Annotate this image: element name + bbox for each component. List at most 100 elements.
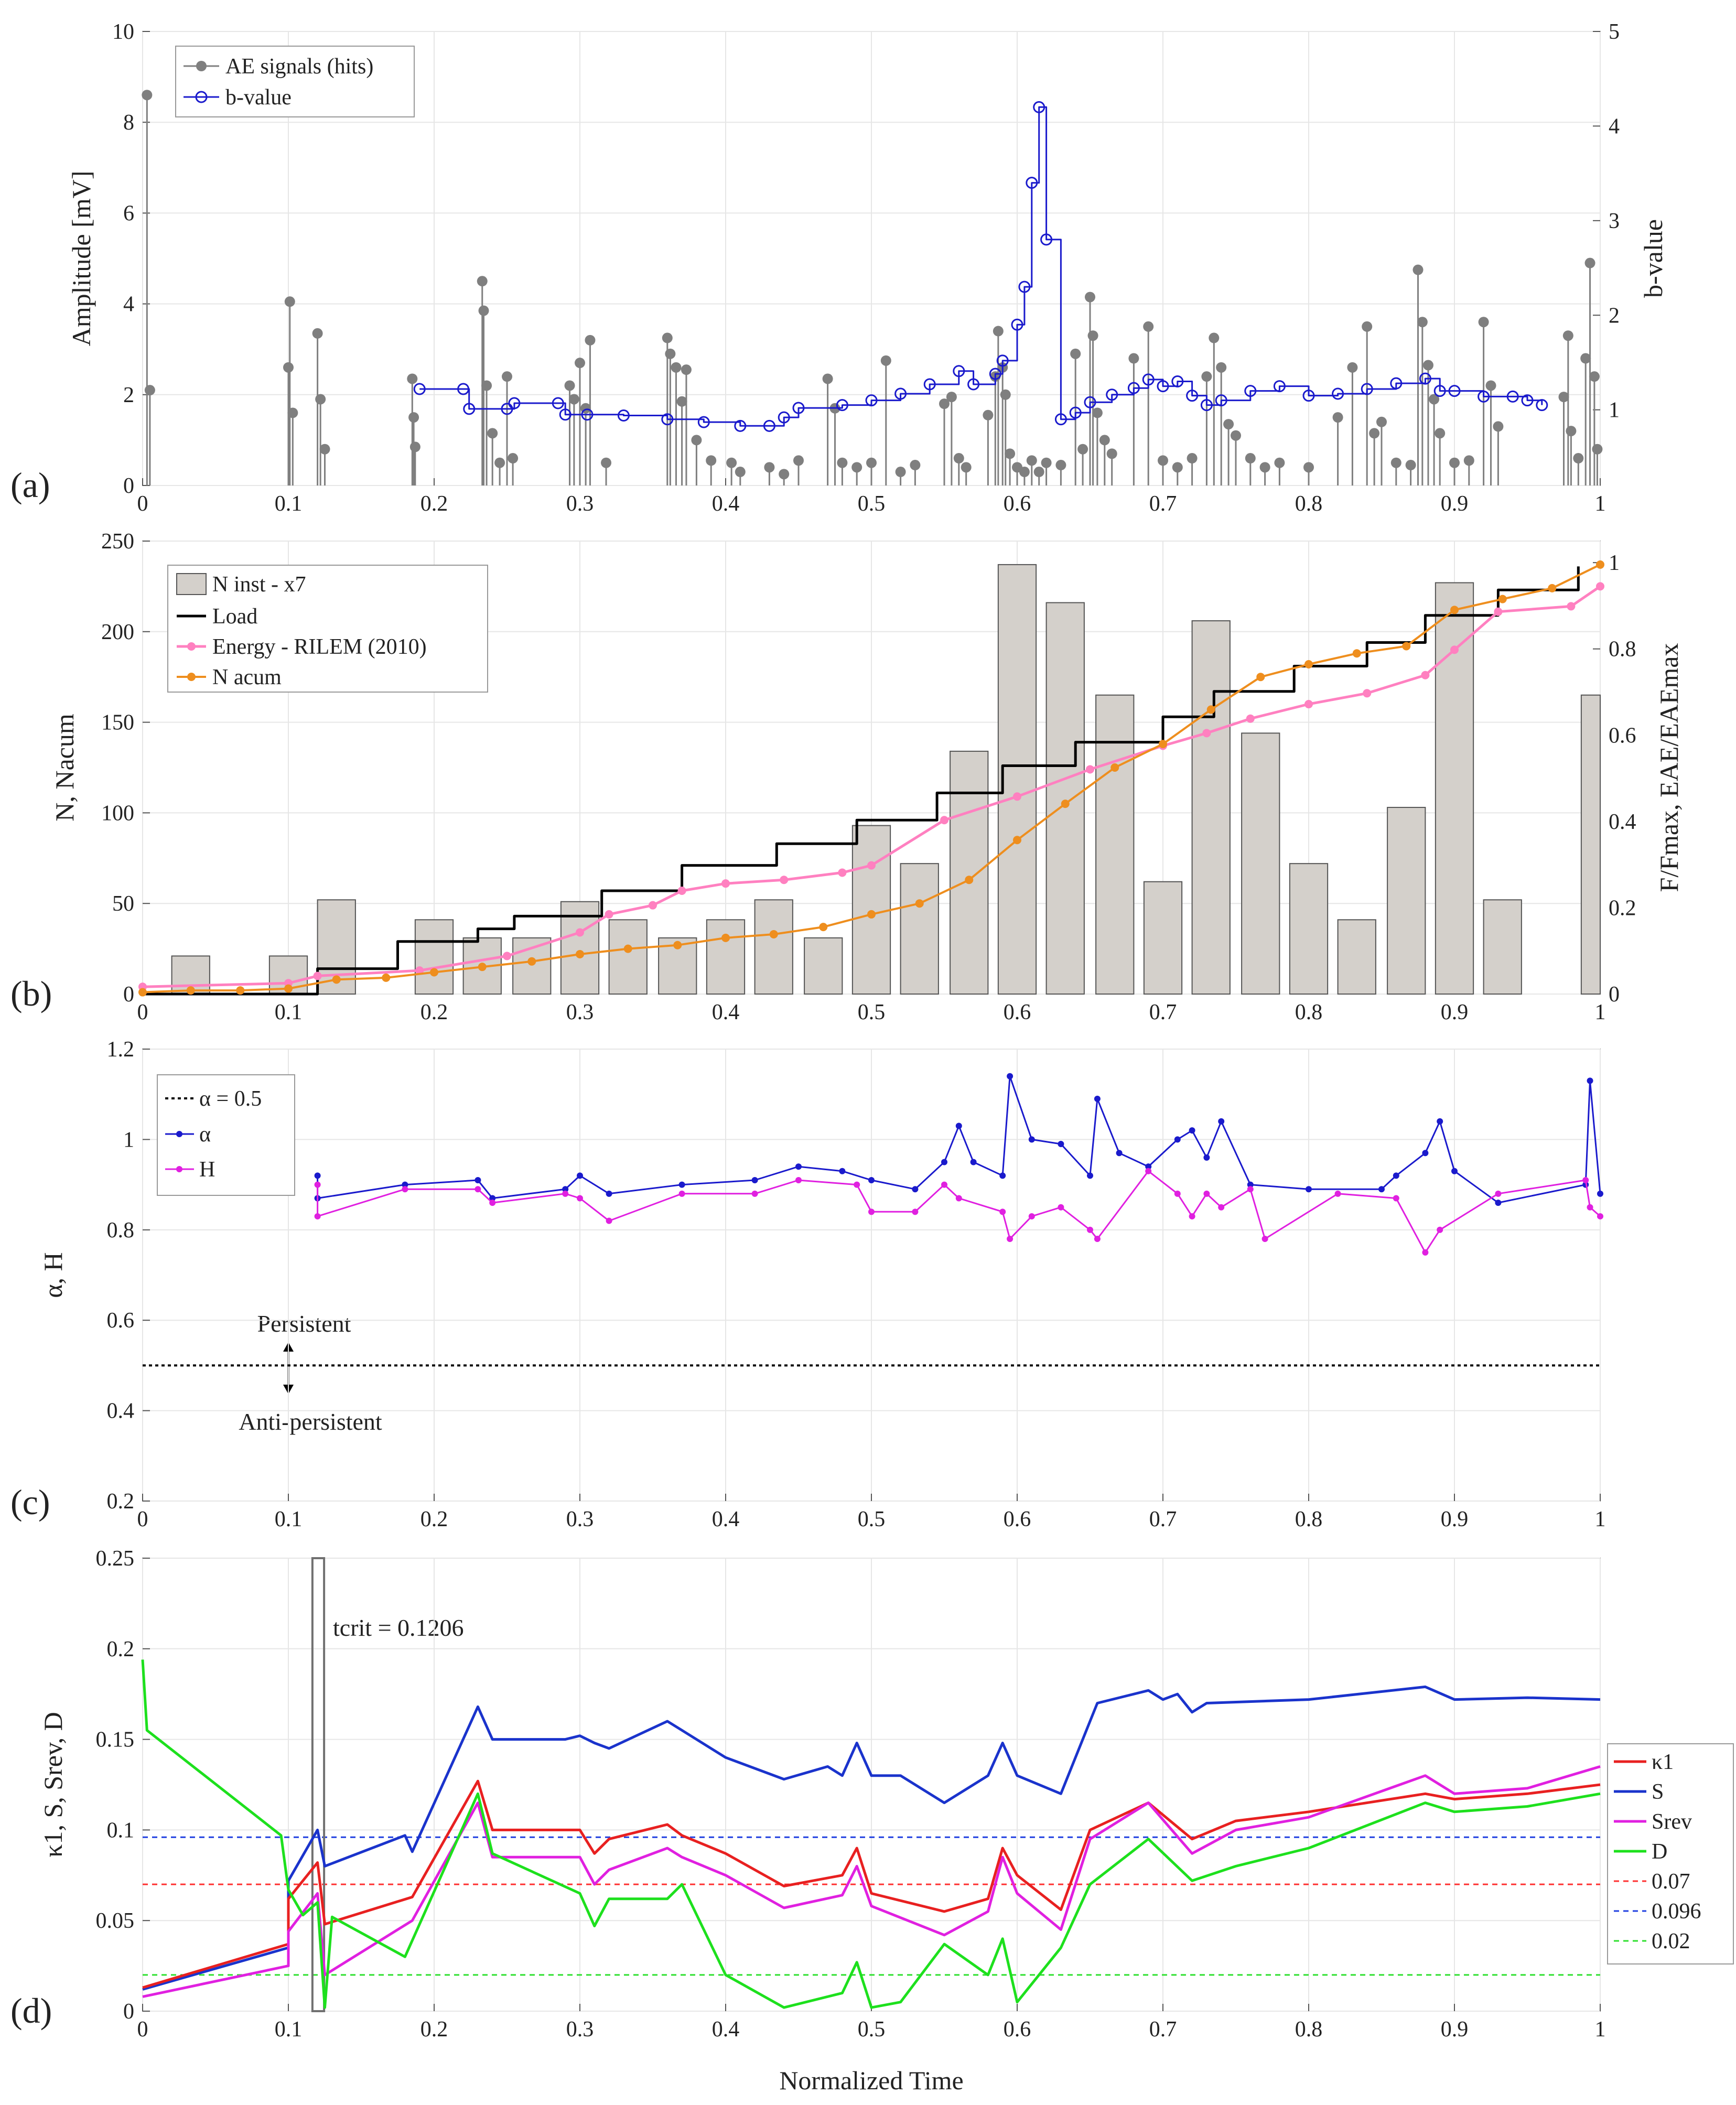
n-acum-marker <box>1450 606 1459 614</box>
n-acum-marker <box>186 986 195 995</box>
hit-marker <box>779 469 790 480</box>
hurst-marker <box>1393 1195 1399 1202</box>
n-acum-marker <box>1596 560 1604 569</box>
b-value-marker <box>989 368 1001 380</box>
hurst-marker <box>1261 1236 1268 1243</box>
legend-bvalue-label: b-value <box>225 85 292 110</box>
hit-marker <box>665 348 676 359</box>
b-value-marker <box>1157 380 1169 393</box>
x-tick-label: 0.7 <box>1149 2017 1177 2042</box>
legend-label-2: Srev <box>1652 1810 1692 1834</box>
hurst-marker <box>1145 1168 1152 1174</box>
b-value-marker <box>1142 373 1155 386</box>
hit-marker <box>1128 353 1139 364</box>
alpha-marker <box>489 1195 496 1202</box>
hit-marker <box>564 380 575 391</box>
n-acum-marker <box>721 933 730 942</box>
b-value-marker <box>923 378 936 391</box>
x-tick-label: 1 <box>1595 1507 1606 1531</box>
b-value-marker <box>1018 280 1031 293</box>
hurst-marker <box>314 1213 321 1219</box>
x-tick-label: 0 <box>137 1000 148 1024</box>
hit-marker <box>1422 360 1433 371</box>
legend-label-4: 0.07 <box>1652 1870 1690 1894</box>
b-value-marker <box>1390 377 1403 390</box>
hurst-marker <box>1495 1190 1502 1197</box>
legend-hurst-marker <box>176 1166 182 1172</box>
n-inst-bar <box>414 919 454 995</box>
x-tick-label: 0.6 <box>1004 2017 1031 2042</box>
alpha-marker <box>1028 1136 1035 1143</box>
alpha-marker <box>941 1159 947 1165</box>
x-tick-label: 0.7 <box>1149 1507 1177 1531</box>
x-tick-label: 0.2 <box>420 1507 448 1531</box>
b-value-marker <box>1332 387 1344 400</box>
hit-marker <box>1033 467 1044 478</box>
n-acum-marker <box>1061 800 1070 808</box>
x-tick-label: 0.9 <box>1441 1000 1469 1024</box>
n-inst-bar <box>1483 899 1522 995</box>
hurst-marker <box>1189 1213 1195 1219</box>
y-tick-label: 250 <box>101 530 134 554</box>
b-value-marker <box>1011 318 1023 331</box>
hit-marker <box>284 296 295 307</box>
hit-marker <box>283 362 294 373</box>
b-value-marker <box>559 408 572 421</box>
legend-nacum-label: N acum <box>212 665 282 689</box>
hit-marker <box>946 392 957 403</box>
legend-hurst-label: H <box>199 1158 215 1182</box>
b-value-marker <box>967 378 980 391</box>
n-inst-bar <box>754 899 793 995</box>
x-tick-label: 0.2 <box>420 492 448 516</box>
legend-box <box>175 46 415 117</box>
energy-marker <box>1494 607 1503 616</box>
n-acum-marker <box>236 986 245 995</box>
hurst-marker <box>606 1217 612 1224</box>
hit-marker <box>287 407 298 418</box>
x-tick-label: 0.7 <box>1149 492 1177 516</box>
b-value-marker <box>581 408 594 421</box>
hit-marker <box>312 328 323 339</box>
hit-marker <box>1332 412 1343 423</box>
b-value-marker <box>1419 372 1431 385</box>
alpha-marker <box>402 1181 408 1188</box>
n-acum-marker <box>1013 836 1021 845</box>
b-value-marker <box>1506 390 1519 403</box>
alpha-marker <box>751 1176 758 1183</box>
hurst-marker <box>489 1200 496 1206</box>
hit-marker <box>1417 317 1428 328</box>
legend-energy-marker <box>187 642 196 651</box>
b-value-marker <box>508 397 521 409</box>
legend-energy-label: Energy - RILEM (2010) <box>212 635 427 659</box>
y-tick-label: 150 <box>101 711 134 735</box>
hit-marker <box>1077 444 1088 455</box>
hit-marker <box>851 462 862 473</box>
n-inst-bar <box>851 825 891 995</box>
hit-marker <box>895 467 906 478</box>
hurst-marker <box>1218 1204 1225 1211</box>
b-value-marker <box>697 416 710 428</box>
energy-marker <box>415 966 424 975</box>
hit-marker <box>1026 455 1037 466</box>
energy-marker <box>677 887 686 895</box>
n-acum-marker <box>430 968 438 977</box>
x-axis-label: Normalized Time <box>779 2066 963 2095</box>
b-value-marker <box>1054 413 1067 426</box>
y-tick-label: 100 <box>101 801 134 825</box>
y-tick-label: 1 <box>123 1128 134 1152</box>
panel-b-legend: N inst - x7 Load Energy - RILEM (2010) N ac… <box>167 565 488 693</box>
alpha-marker <box>678 1181 685 1188</box>
hit-marker <box>1209 332 1220 343</box>
tcrit-annotation: tcrit = 0.1206 <box>333 1614 464 1641</box>
hurst-marker <box>1587 1204 1593 1211</box>
hit-marker <box>1087 330 1098 341</box>
hurst-marker <box>1028 1213 1035 1219</box>
tcrit-box <box>311 1557 326 2012</box>
hit-marker <box>1449 457 1460 468</box>
n-inst-bar <box>1143 881 1183 995</box>
x-tick-label: 1 <box>1595 492 1606 516</box>
y2-tick-label: 2 <box>1609 304 1620 328</box>
y-tick-label: 0.8 <box>107 1218 135 1243</box>
x-tick-label: 0.5 <box>858 492 886 516</box>
hurst-marker <box>314 1181 321 1188</box>
